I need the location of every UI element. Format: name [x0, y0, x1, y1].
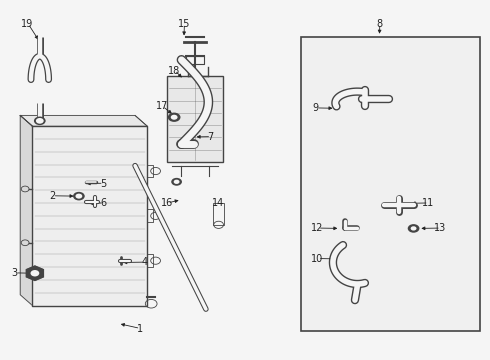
Circle shape [73, 192, 85, 201]
Text: 2: 2 [49, 191, 55, 201]
Text: 19: 19 [22, 19, 34, 29]
Circle shape [34, 117, 46, 125]
Text: 6: 6 [100, 198, 106, 208]
Text: 9: 9 [313, 103, 319, 113]
Bar [301, 37, 480, 330]
Polygon shape [26, 266, 43, 280]
Circle shape [168, 113, 180, 122]
Circle shape [30, 270, 39, 276]
Text: 10: 10 [311, 254, 323, 264]
Polygon shape [20, 116, 147, 126]
Text: 12: 12 [311, 224, 323, 233]
Bar [167, 76, 223, 162]
Polygon shape [20, 116, 32, 306]
Circle shape [411, 226, 416, 230]
Text: 18: 18 [168, 66, 180, 76]
Text: 5: 5 [100, 179, 106, 189]
Text: 17: 17 [156, 102, 168, 112]
Circle shape [171, 178, 182, 186]
Circle shape [36, 118, 44, 124]
Bar [213, 203, 224, 225]
Text: 8: 8 [376, 19, 382, 29]
Circle shape [171, 115, 177, 120]
Text: 11: 11 [422, 198, 434, 208]
Circle shape [408, 224, 419, 233]
Circle shape [173, 180, 179, 184]
Circle shape [75, 194, 82, 199]
Text: 16: 16 [161, 198, 173, 208]
Text: 14: 14 [212, 198, 224, 208]
Text: 7: 7 [208, 132, 214, 142]
Polygon shape [26, 266, 43, 280]
Text: 13: 13 [434, 224, 446, 233]
Text: 3: 3 [11, 268, 18, 278]
Text: 1: 1 [137, 324, 143, 334]
Text: 15: 15 [178, 19, 190, 29]
Polygon shape [32, 126, 147, 306]
Text: 4: 4 [142, 257, 148, 267]
